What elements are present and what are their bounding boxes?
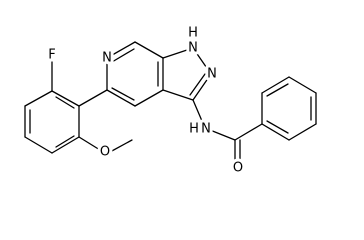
atom-label: H <box>189 122 199 137</box>
bonds <box>24 41 317 169</box>
atom-label: N <box>102 51 112 66</box>
atom-label: N <box>188 41 198 56</box>
atom-label: O <box>100 145 110 160</box>
molecule-diagram: F O N N H N N H O <box>24 23 317 179</box>
atom-labels: F O N N H N N H O <box>45 23 246 179</box>
atom-label: H <box>188 26 198 41</box>
atom-label: N <box>207 67 217 82</box>
atom-label: N <box>201 122 211 137</box>
atom-label: O <box>233 161 243 176</box>
atom-label: F <box>48 48 55 63</box>
